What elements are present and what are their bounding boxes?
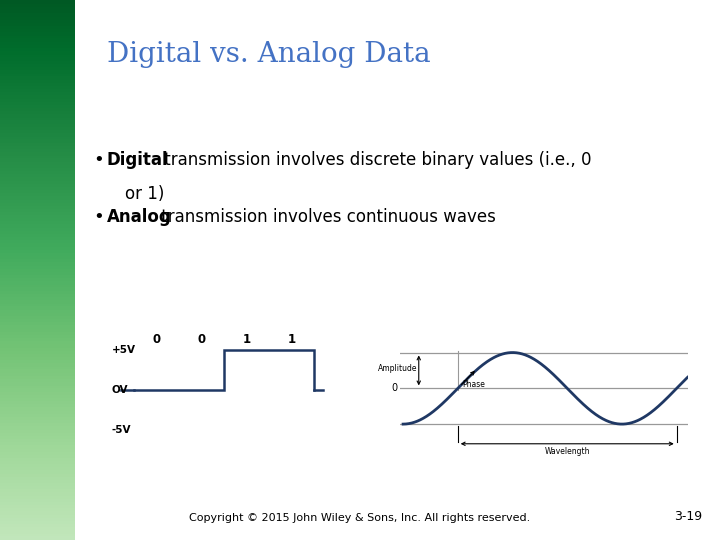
Text: Wavelength: Wavelength (544, 447, 590, 456)
Text: •: • (94, 208, 104, 226)
Text: Copyright © 2015 John Wiley & Sons, Inc. All rights reserved.: Copyright © 2015 John Wiley & Sons, Inc.… (189, 512, 531, 523)
Text: Phase: Phase (462, 380, 485, 389)
Text: or 1): or 1) (125, 185, 164, 202)
Text: transmission involves continuous waves: transmission involves continuous waves (156, 208, 495, 226)
Text: Amplitude: Amplitude (377, 364, 417, 373)
Text: 1: 1 (243, 333, 251, 346)
Text: OV: OV (112, 385, 128, 395)
Text: 0: 0 (197, 333, 206, 346)
Text: Analog: Analog (107, 208, 171, 226)
Text: Digital vs. Analog Data: Digital vs. Analog Data (107, 40, 430, 68)
Text: transmission involves discrete binary values (i.e., 0: transmission involves discrete binary va… (159, 151, 592, 169)
Text: -5V: -5V (112, 424, 131, 435)
Text: •: • (94, 151, 104, 169)
Text: 3-19: 3-19 (674, 510, 702, 523)
Text: 0: 0 (391, 383, 397, 393)
Text: 0: 0 (153, 333, 161, 346)
Text: 1: 1 (287, 333, 296, 346)
Text: Digital: Digital (107, 151, 168, 169)
Text: +5V: +5V (112, 346, 135, 355)
